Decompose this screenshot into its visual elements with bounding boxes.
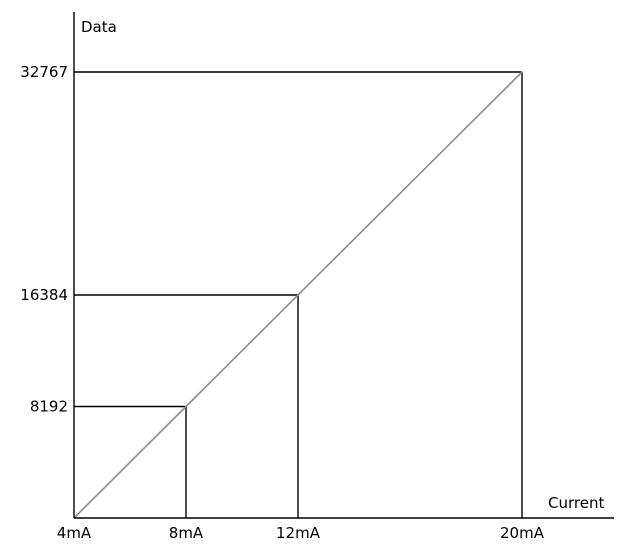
x-tick-label: 20mA — [500, 524, 545, 542]
x-tick-labels: 4mA 8mA 12mA 20mA — [57, 524, 545, 542]
series-layer — [73, 71, 523, 519]
x-axis-label: Current — [548, 494, 604, 512]
reference-lines — [74, 71, 523, 518]
x-tick-label: 12mA — [276, 524, 321, 542]
x-tick-label: 4mA — [57, 524, 92, 542]
axes — [73, 12, 614, 519]
y-tick-label: 16384 — [20, 286, 68, 304]
y-tick-label: 8192 — [30, 397, 68, 415]
series-line-0 — [73, 71, 523, 519]
y-tick-label: 32767 — [20, 63, 68, 81]
y-tick-labels: 8192 16384 32767 — [20, 63, 68, 415]
x-tick-label: 8mA — [169, 524, 204, 542]
y-axis-label: Data — [81, 18, 117, 36]
